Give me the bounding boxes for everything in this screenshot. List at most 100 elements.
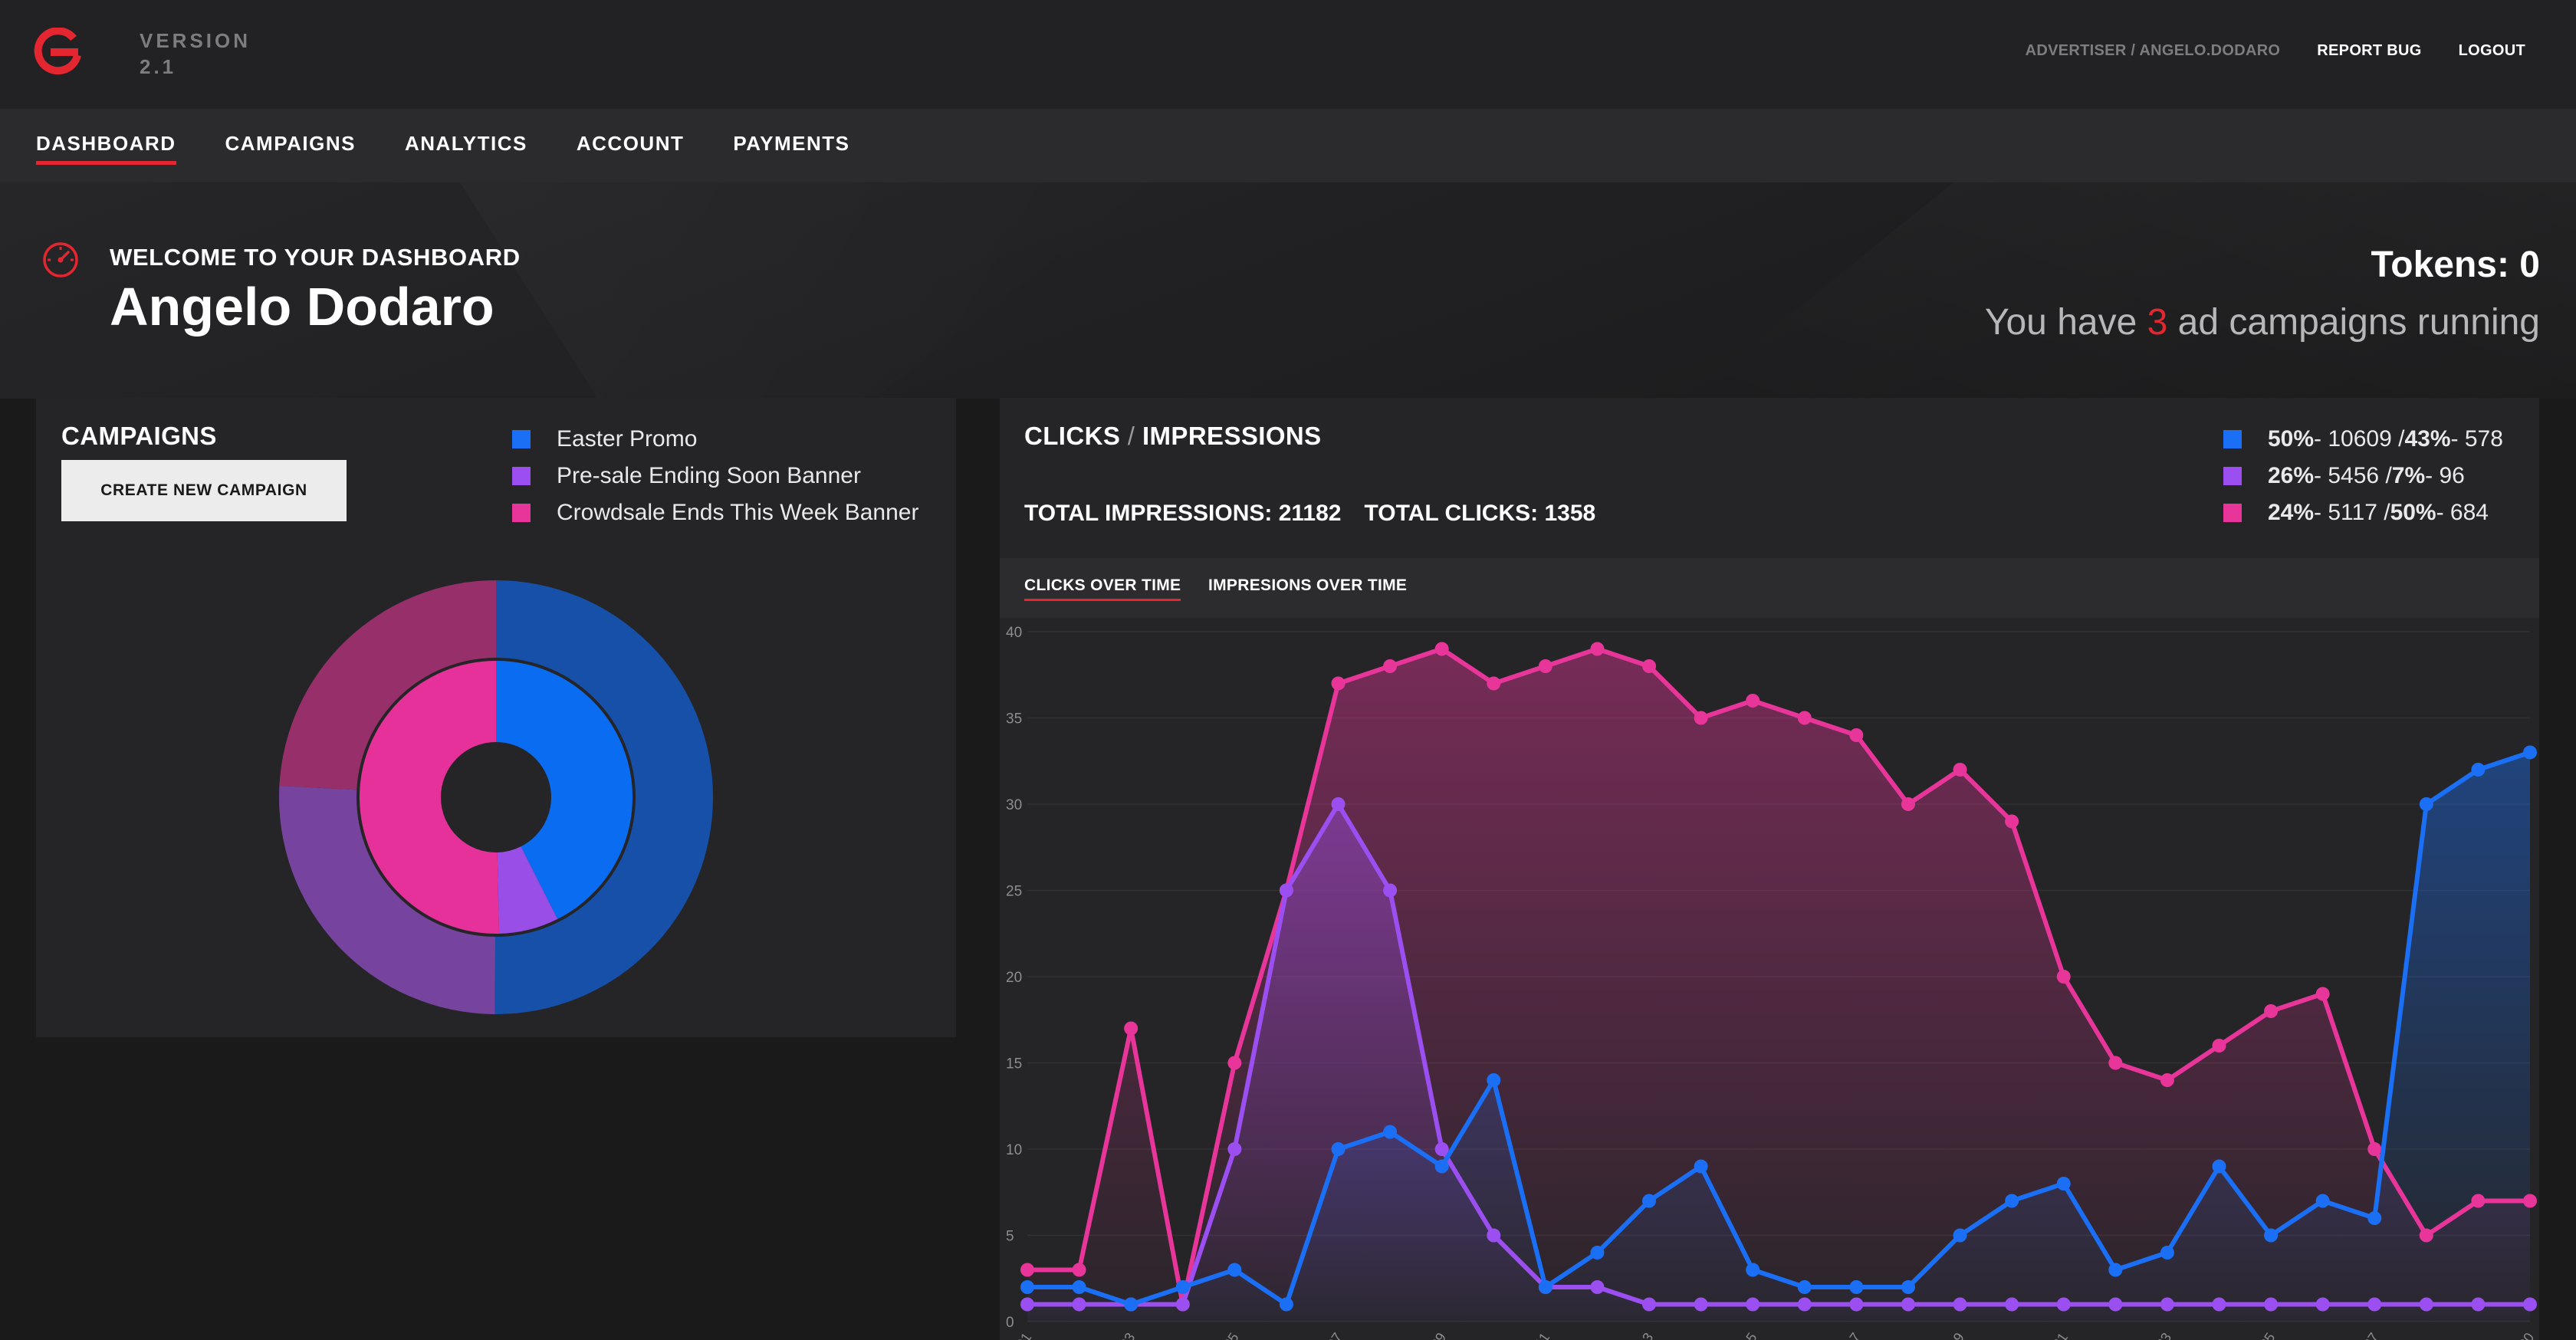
data-point[interactable]	[1279, 1297, 1293, 1312]
data-point[interactable]	[2108, 1056, 2123, 1070]
data-point[interactable]	[2056, 1297, 2071, 1312]
data-point[interactable]	[1849, 1297, 1864, 1312]
data-point[interactable]	[2367, 1211, 2382, 1225]
data-point[interactable]	[1797, 711, 1812, 725]
data-point[interactable]	[1072, 1263, 1086, 1277]
data-point[interactable]	[1487, 1228, 1501, 1243]
data-point[interactable]	[1383, 883, 1398, 898]
data-point[interactable]	[1746, 694, 1760, 708]
tab-impressions-over-time[interactable]: IMPRESIONS OVER TIME	[1208, 576, 1408, 594]
impressions-slice-1[interactable]	[495, 580, 714, 1014]
data-point[interactable]	[1746, 1263, 1760, 1277]
data-point[interactable]	[1227, 1142, 1242, 1156]
data-point[interactable]	[2523, 1194, 2537, 1208]
data-point[interactable]	[1849, 1280, 1864, 1294]
nav-analytics[interactable]: ANALYTICS	[404, 131, 527, 155]
data-point[interactable]	[1175, 1280, 1190, 1294]
data-point[interactable]	[2419, 1297, 2433, 1312]
data-point[interactable]	[1953, 763, 1967, 777]
data-point[interactable]	[2315, 1194, 2330, 1208]
data-point[interactable]	[2108, 1263, 2123, 1277]
data-point[interactable]	[1797, 1297, 1812, 1312]
data-point[interactable]	[1020, 1280, 1034, 1294]
impressions-slice-2[interactable]	[279, 786, 496, 1014]
data-point[interactable]	[1487, 676, 1501, 691]
data-point[interactable]	[1642, 659, 1657, 673]
tab-clicks-over-time[interactable]: CLICKS OVER TIME	[1024, 576, 1181, 601]
data-point[interactable]	[2523, 745, 2537, 760]
clicks-slice-2[interactable]	[497, 846, 558, 934]
data-point[interactable]	[1331, 1142, 1346, 1156]
data-point[interactable]	[1590, 1246, 1605, 1260]
data-point[interactable]	[1124, 1297, 1138, 1312]
data-point[interactable]	[2160, 1246, 2174, 1260]
data-point[interactable]	[1694, 1159, 1708, 1174]
data-point[interactable]	[1434, 1142, 1449, 1156]
data-point[interactable]	[2212, 1159, 2226, 1174]
data-point[interactable]	[2419, 797, 2433, 811]
data-point[interactable]	[1020, 1263, 1034, 1277]
data-point[interactable]	[2212, 1297, 2226, 1312]
data-point[interactable]	[1953, 1228, 1967, 1243]
data-point[interactable]	[2212, 1039, 2226, 1053]
create-campaign-button[interactable]: CREATE NEW CAMPAIGN	[61, 460, 347, 521]
nav-account[interactable]: ACCOUNT	[576, 131, 685, 155]
data-point[interactable]	[1538, 659, 1552, 673]
data-point[interactable]	[1901, 1297, 1915, 1312]
data-point[interactable]	[2264, 1004, 2279, 1018]
data-point[interactable]	[1642, 1194, 1657, 1208]
data-point[interactable]	[1434, 1159, 1449, 1174]
data-point[interactable]	[1694, 711, 1708, 725]
data-point[interactable]	[2471, 763, 2486, 777]
data-point[interactable]	[2523, 1297, 2537, 1312]
data-point[interactable]	[1124, 1021, 1138, 1036]
data-point[interactable]	[2005, 1194, 2019, 1208]
data-point[interactable]	[2005, 814, 2019, 829]
data-point[interactable]	[1590, 642, 1605, 656]
data-point[interactable]	[2264, 1297, 2279, 1312]
data-point[interactable]	[2471, 1194, 2486, 1208]
data-point[interactable]	[2005, 1297, 2019, 1312]
clicks-slice-3[interactable]	[359, 661, 500, 934]
data-point[interactable]	[1020, 1297, 1034, 1312]
data-point[interactable]	[1279, 883, 1293, 898]
data-point[interactable]	[2056, 1177, 2071, 1191]
data-point[interactable]	[1227, 1263, 1242, 1277]
data-point[interactable]	[2367, 1297, 2382, 1312]
data-point[interactable]	[1694, 1297, 1708, 1312]
data-point[interactable]	[1383, 659, 1398, 673]
data-point[interactable]	[1072, 1280, 1086, 1294]
data-point[interactable]	[1538, 1280, 1552, 1294]
data-point[interactable]	[2160, 1297, 2174, 1312]
clicks-slice-1[interactable]	[496, 661, 633, 919]
data-point[interactable]	[1901, 797, 1915, 811]
data-point[interactable]	[2108, 1297, 2123, 1312]
data-point[interactable]	[1383, 1125, 1398, 1139]
impressions-slice-3[interactable]	[279, 580, 496, 790]
nav-campaigns[interactable]: CAMPAIGNS	[225, 131, 356, 155]
nav-payments[interactable]: PAYMENTS	[733, 131, 850, 155]
data-point[interactable]	[1642, 1297, 1657, 1312]
nav-dashboard[interactable]: DASHBOARD	[36, 132, 176, 165]
data-point[interactable]	[1487, 1073, 1501, 1087]
data-point[interactable]	[1331, 676, 1346, 691]
data-point[interactable]	[1072, 1297, 1086, 1312]
data-point[interactable]	[2367, 1142, 2382, 1156]
data-point[interactable]	[2056, 970, 2071, 984]
brand-logo-icon[interactable]	[34, 28, 81, 77]
data-point[interactable]	[2160, 1073, 2174, 1087]
data-point[interactable]	[2419, 1228, 2433, 1243]
data-point[interactable]	[1434, 642, 1449, 656]
data-point[interactable]	[1331, 797, 1346, 811]
data-point[interactable]	[2315, 1297, 2330, 1312]
data-point[interactable]	[1797, 1280, 1812, 1294]
data-point[interactable]	[1901, 1280, 1915, 1294]
data-point[interactable]	[2315, 987, 2330, 1001]
logout-link[interactable]: LOGOUT	[2458, 42, 2525, 59]
report-bug-link[interactable]: REPORT BUG	[2317, 42, 2422, 59]
data-point[interactable]	[2264, 1228, 2279, 1243]
data-point[interactable]	[1746, 1297, 1760, 1312]
data-point[interactable]	[1175, 1297, 1190, 1312]
data-point[interactable]	[1227, 1056, 1242, 1070]
data-point[interactable]	[1849, 728, 1864, 742]
